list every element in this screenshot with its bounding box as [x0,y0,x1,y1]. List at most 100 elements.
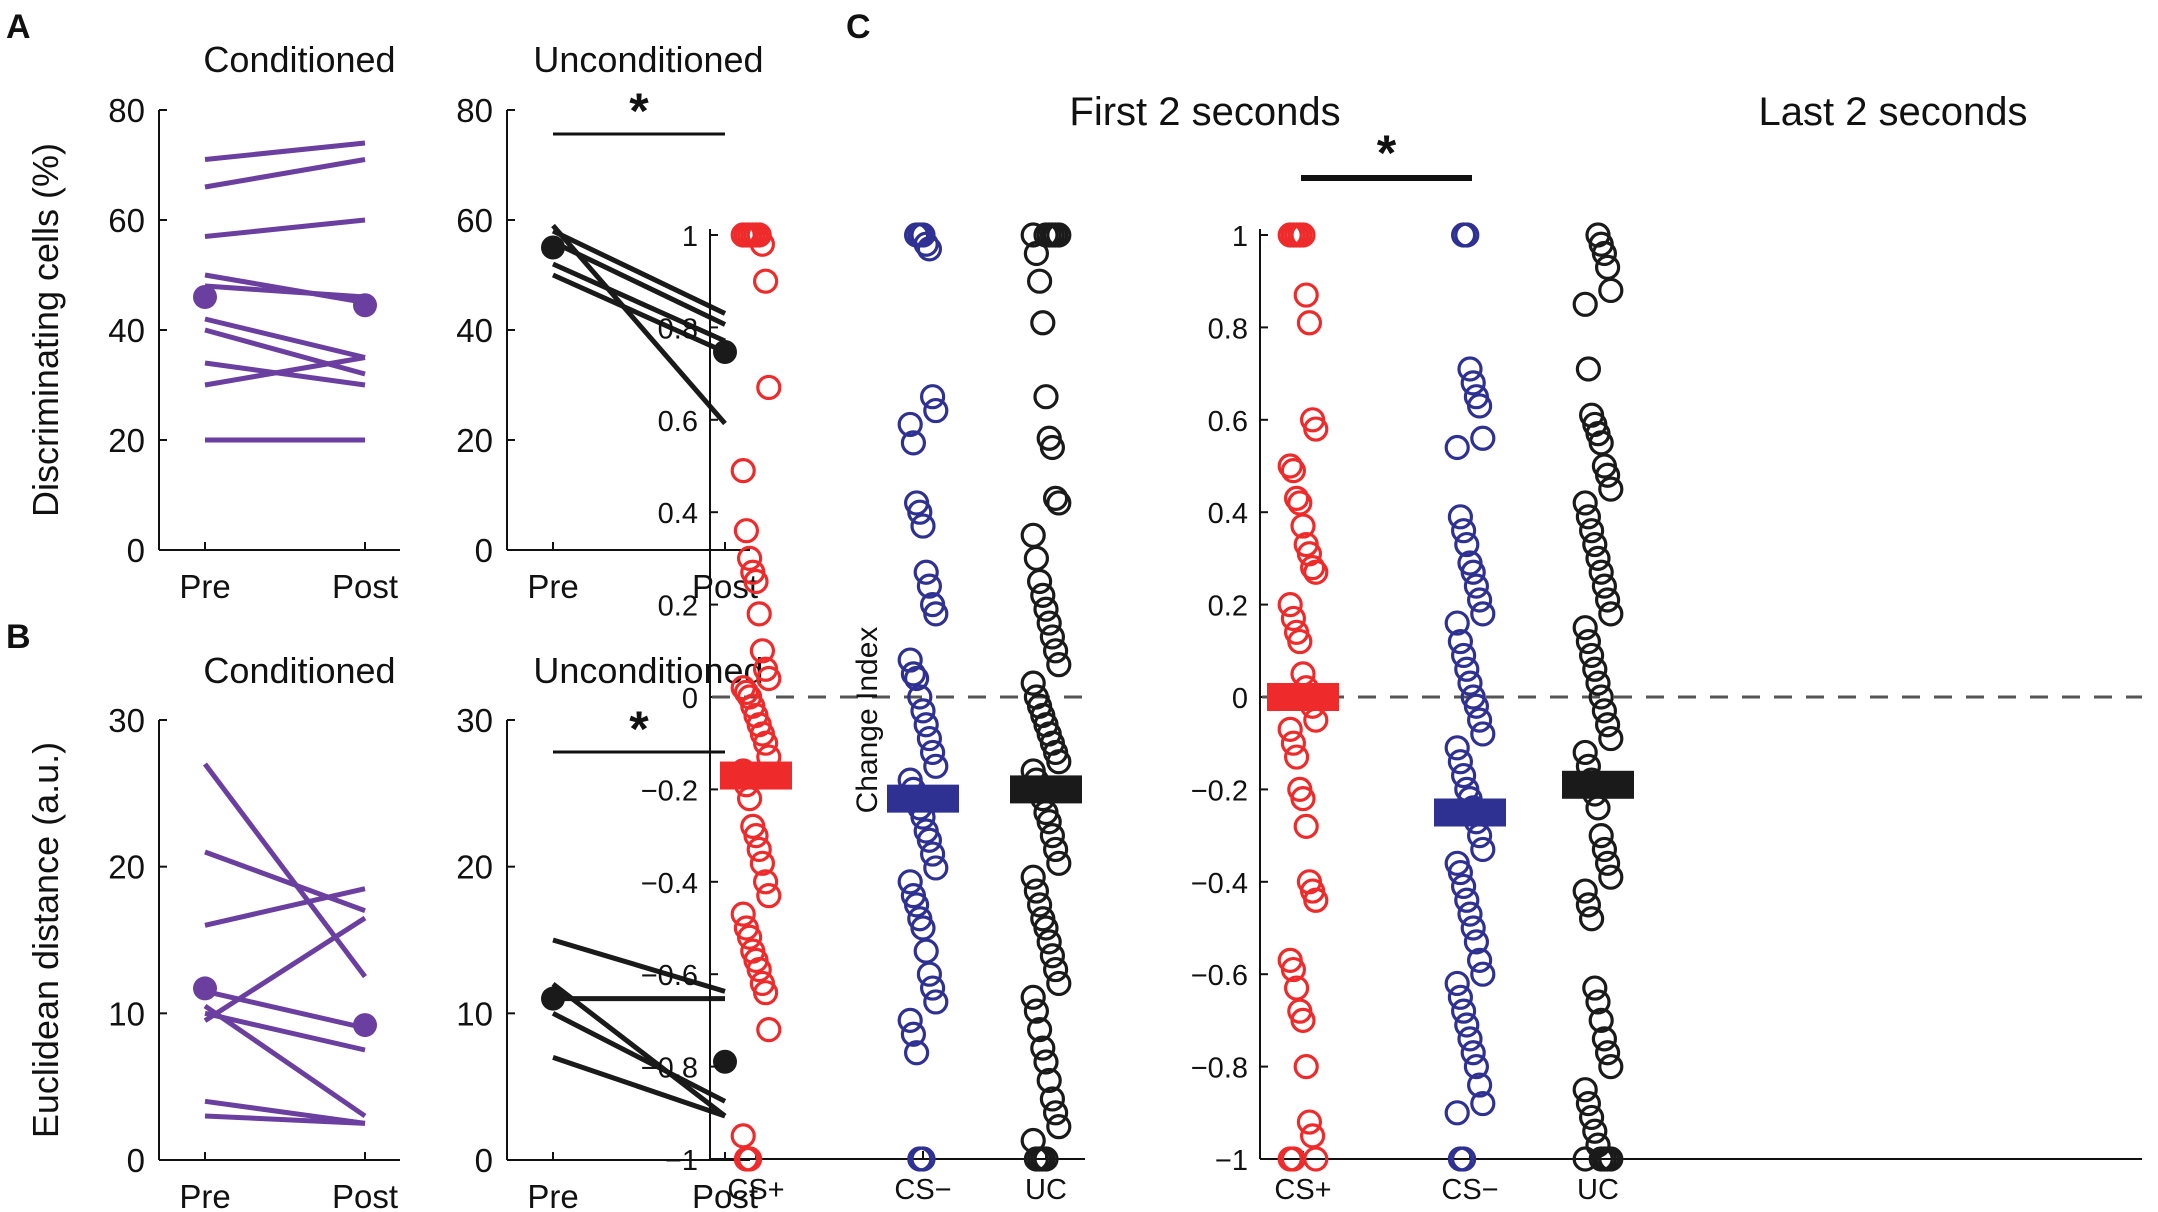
data-point-CS+ [736,924,763,950]
data-point-CS+ [1296,1109,1323,1135]
data-point-UC [1575,1090,1602,1117]
data-point-CS− [1460,370,1486,396]
data-point-CS+ [749,850,776,876]
x-tick-label: Post [332,1178,398,1212]
panel-title: Last 2 seconds [1758,90,2027,134]
data-point-UC [1598,277,1624,304]
data-point-UC [1572,739,1598,766]
data-point-CS+ [736,1146,763,1172]
data-point-CS− [1457,356,1483,382]
y-tick-label: 0.4 [1208,498,1248,530]
data-point-UC [1046,652,1072,678]
data-point-CS− [1450,998,1477,1024]
significance-star: * [629,701,649,757]
data-point-UC [1572,1077,1598,1103]
y-tick-label: 0.4 [658,498,698,530]
data-point-UC [1572,615,1598,641]
data-point-CS+ [743,568,769,595]
data-point-CS− [1444,735,1470,761]
data-point-CS− [923,601,949,627]
series-line-cell-4 [551,1011,727,1104]
data-point-CS− [1457,670,1483,696]
data-point-CS− [1454,1012,1480,1038]
mean-marker [193,976,217,1001]
data-point-CS− [900,1021,927,1047]
y-tick-label: −0.4 [641,868,698,900]
data-point-CS+ [1280,458,1307,484]
data-point-CS+ [1296,310,1323,336]
data-point-UC [1033,1049,1059,1075]
data-point-CS− [1463,1053,1490,1080]
y-tick-label: 0.8 [658,313,698,345]
data-point-CS+ [1283,744,1310,770]
data-point-UC [1030,1035,1056,1061]
data-point-CS+ [1280,1146,1307,1172]
data-point-UC [1594,1040,1621,1066]
data-point-CS− [1466,947,1493,973]
y-tick-label: 60 [108,202,145,239]
data-point-UC [1585,670,1611,696]
data-point-CS− [1466,1072,1493,1098]
data-point-CS− [1454,222,1480,248]
mean-bar-UC [1562,770,1634,799]
data-point-CS− [1466,587,1493,613]
data-point-CS− [1466,707,1493,733]
series-line-cell-5 [203,1003,367,1119]
x-tick-label: Pre [527,1178,578,1212]
data-point-CS− [919,384,946,410]
y-tick-label: 40 [108,312,145,349]
data-point-UC [1591,836,1618,863]
x-tick-label: Pre [179,568,230,605]
data-point-CS− [1450,762,1477,789]
data-point-UC [1033,596,1059,622]
x-tick-label: Pre [179,1178,230,1212]
data-point-CS+ [730,458,756,484]
data-point-CS− [916,573,943,599]
data-point-CS+ [1303,887,1329,913]
data-point-CS− [910,1146,936,1172]
data-point-CS+ [1293,282,1319,308]
data-point-UC [1594,712,1621,738]
data-point-CS− [897,869,923,895]
data-point-UC [1039,624,1066,650]
mean-bar-CS+ [720,761,792,790]
mean-marker [353,1013,377,1038]
data-point-UC [1042,638,1069,664]
data-point-CS+ [752,869,779,895]
data-point-CS− [1444,1100,1470,1126]
y-axis-label: Change Index [851,627,884,814]
mean-marker [193,285,217,309]
y-tick-label: −1 [1215,1145,1248,1177]
data-point-CS− [919,739,946,766]
x-tick-label: UC [1025,1174,1067,1206]
data-point-CS+ [1290,1007,1316,1034]
data-point-UC [1591,1026,1618,1052]
data-point-CS− [1460,1040,1486,1066]
mean-marker [713,340,737,364]
data-point-CS− [900,661,927,687]
data-point-CS− [1460,915,1486,941]
data-point-UC [1026,892,1053,918]
series-line-cell-2 [551,982,727,1118]
series-line-cell-3 [204,886,366,928]
series-line-cell-1 [204,140,366,162]
data-point-CS− [903,1040,930,1066]
data-point-CS− [1470,425,1496,451]
data-point-UC [1575,504,1602,530]
data-point-CS+ [1290,222,1316,248]
data-point-CS− [1447,628,1474,655]
y-tick-label: 20 [456,849,493,886]
data-point-UC [1020,984,1046,1010]
y-tick-label: 0 [127,532,145,569]
y-tick-label: 20 [108,422,145,459]
data-point-CS− [919,975,946,1001]
data-point-CS− [1463,573,1490,599]
panel-label-b: B [6,618,31,656]
data-point-CS+ [1299,1123,1326,1149]
data-point-UC [1575,628,1602,655]
data-point-UC [1036,610,1062,636]
mean-marker [541,235,565,260]
data-point-UC [1578,642,1605,669]
y-tick-label: −0.8 [1191,1053,1248,1085]
data-point-CS+ [1290,786,1316,812]
